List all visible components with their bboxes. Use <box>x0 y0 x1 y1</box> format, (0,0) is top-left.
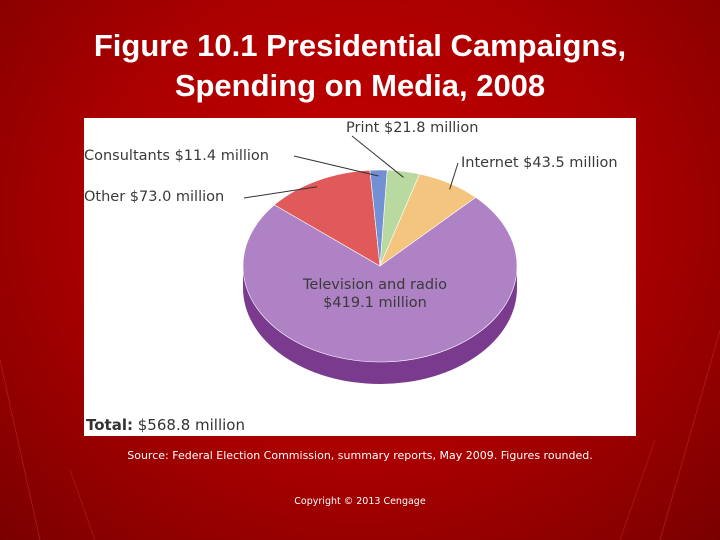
leader-line-other <box>243 186 318 199</box>
label-print: Print $21.8 million <box>346 120 479 136</box>
pie-slice-other <box>273 169 381 267</box>
pie-slice-consultants <box>369 169 388 267</box>
label-consultants: Consultants $11.4 million <box>84 148 269 164</box>
pie-slice-television-and-radio <box>242 196 518 363</box>
leader-line-internet <box>449 162 459 190</box>
total-label-key: Total: <box>86 416 133 434</box>
slide-title: Figure 10.1 Presidential Campaigns, Spen… <box>0 26 720 106</box>
label-television-radio: Television and radio $419.1 million <box>290 276 460 312</box>
copyright-note: Copyright © 2013 Cengage <box>294 496 426 507</box>
label-internet: Internet $43.5 million <box>461 155 618 171</box>
label-television-radio-value: $419.1 million <box>323 295 427 311</box>
pie-chart <box>242 135 518 384</box>
leader-line-consultants <box>293 155 379 177</box>
label-other: Other $73.0 million <box>84 189 225 205</box>
total-label-value: $568.8 million <box>137 416 245 434</box>
source-note: Source: Federal Election Commission, sum… <box>127 449 593 462</box>
title-line-1: Figure 10.1 Presidential Campaigns, <box>93 28 627 63</box>
title-line-2: Spending on Media, 2008 <box>174 68 546 103</box>
total-label: Total: $568.8 million <box>86 416 245 434</box>
label-television-radio-name: Television and radio <box>303 277 447 293</box>
leader-line-print <box>351 135 404 178</box>
chart-panel: Print $21.8 million Internet $43.5 milli… <box>84 118 636 436</box>
pie-side <box>243 266 517 384</box>
